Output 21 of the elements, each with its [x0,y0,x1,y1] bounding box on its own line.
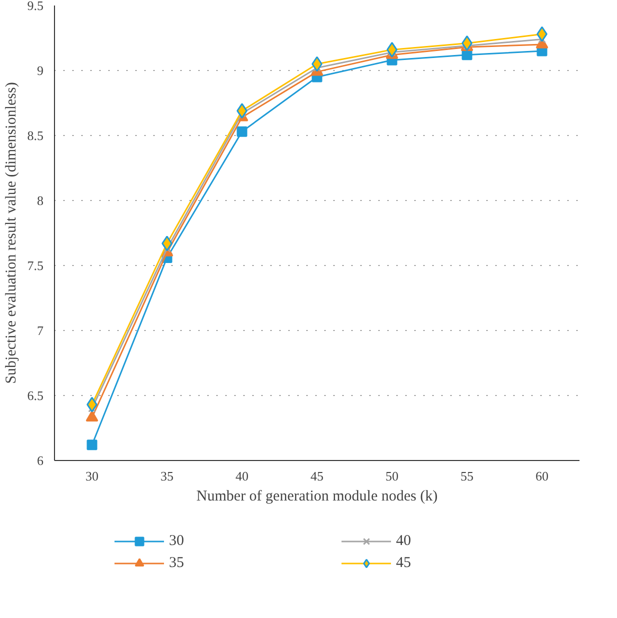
legend-label: 30 [169,532,185,550]
y-tick-label: 9.5 [27,0,44,13]
x-tick-label: 40 [236,468,248,484]
x-axis-title: Number of generation module nodes (k) [196,488,438,504]
y-tick-label: 6.5 [27,388,44,403]
y-tick-label: 7.5 [27,258,44,273]
y-tick-label: 8.5 [27,128,44,143]
legend-label: 45 [396,554,412,572]
y-tick-label: 8 [37,193,44,208]
x-tick-label: 35 [160,468,174,484]
x-tick-label: 55 [460,468,474,484]
x-tick-label: 60 [536,468,548,484]
legend-label: 35 [169,554,185,572]
x-tick-label: 45 [310,468,324,484]
legend-label: 40 [396,532,412,550]
y-tick-label: 6 [37,453,44,468]
y-tick-label: 7 [37,323,44,338]
y-tick-label: 9 [37,63,44,78]
x-tick-label: 30 [86,468,98,484]
x-tick-label: 50 [386,468,398,484]
y-axis-title: Subjective evaluation result value (dimensionless) [3,82,20,384]
